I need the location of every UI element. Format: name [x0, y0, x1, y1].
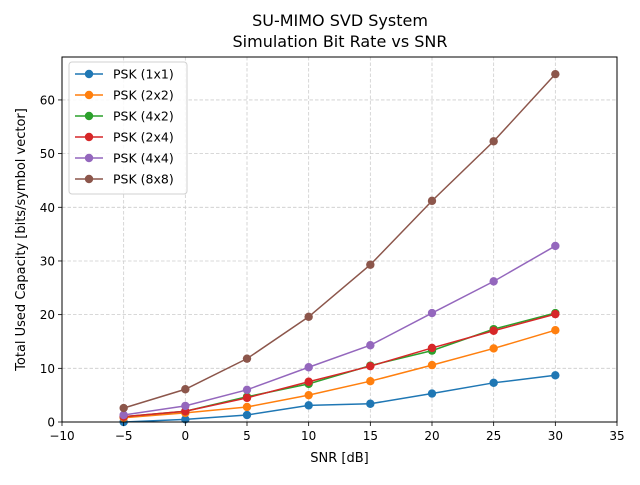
data-point: [427, 196, 437, 206]
data-point: [489, 378, 498, 388]
data-point: [242, 410, 252, 420]
legend-item: PSK (4x2): [75, 109, 174, 124]
data-point: [119, 410, 128, 420]
data-point: [242, 354, 252, 363]
data-point: [242, 402, 252, 412]
y-tick-label: 0: [47, 416, 55, 430]
data-point: [181, 415, 190, 424]
data-point: [427, 360, 437, 370]
data-point: [427, 389, 437, 398]
legend-marker: [84, 111, 94, 121]
x-tick-label: −5: [115, 429, 133, 443]
x-tick-label: 35: [609, 429, 624, 443]
legend-item: PSK (2x4): [75, 130, 174, 145]
series-psk-1x1: [119, 371, 560, 427]
x-tick-label: 15: [363, 429, 378, 443]
x-tick-label: 30: [548, 429, 563, 443]
data-point: [551, 309, 560, 319]
data-point: [427, 308, 437, 318]
y-axis-ticks: 0 10 20 30 40 50 60: [40, 93, 62, 430]
legend-marker: [84, 132, 94, 142]
data-point: [181, 385, 190, 394]
y-tick-label: 60: [40, 93, 55, 107]
x-tick-label: 10: [301, 429, 316, 443]
data-point: [551, 241, 560, 251]
y-tick-label: 10: [40, 362, 55, 376]
x-tick-label: 5: [243, 429, 251, 443]
legend-label: PSK (2x4): [113, 130, 174, 145]
data-series: [119, 69, 560, 427]
data-point: [366, 361, 375, 371]
data-point: [304, 363, 313, 372]
series-line: [123, 313, 556, 418]
y-tick-label: 20: [40, 308, 55, 322]
legend-label: PSK (4x4): [113, 151, 174, 166]
legend-marker: [84, 174, 94, 184]
legend-label: PSK (1x1): [113, 67, 174, 82]
data-point: [366, 399, 375, 408]
x-axis-label: SNR [dB]: [310, 451, 368, 466]
x-tick-label: 25: [486, 429, 501, 443]
y-tick-label: 40: [40, 201, 55, 215]
series-line: [123, 329, 556, 419]
y-tick-label: 50: [40, 147, 55, 161]
legend-item: PSK (4x4): [75, 151, 174, 166]
data-point: [489, 277, 498, 286]
y-axis-label: Total Used Capacity [bits/symbol vector]: [14, 108, 29, 372]
data-point: [551, 326, 560, 335]
legend-item: PSK (1x1): [75, 67, 174, 82]
data-point: [304, 377, 313, 386]
data-point: [366, 341, 375, 350]
data-point: [366, 377, 375, 386]
chart-subtitle: Simulation Bit Rate vs SNR: [233, 32, 448, 51]
x-tick-label: 20: [424, 429, 439, 443]
data-point: [489, 137, 498, 146]
plot-area-frame: [61, 56, 618, 423]
legend-label: PSK (8x8): [113, 172, 174, 187]
legend-marker: [84, 69, 94, 79]
x-tick-label: −10: [49, 429, 74, 443]
data-point: [427, 343, 437, 353]
x-tick-label: 0: [182, 429, 190, 443]
series-line: [123, 374, 556, 423]
y-tick-label: 30: [40, 254, 55, 268]
legend-label: PSK (4x2): [113, 109, 174, 124]
data-point: [304, 390, 313, 400]
data-point: [181, 401, 190, 411]
data-point: [242, 393, 252, 403]
legend-marker: [84, 90, 94, 100]
data-point: [119, 403, 128, 413]
data-point: [551, 371, 560, 380]
series-psk-8x8: [119, 69, 560, 413]
series-line: [123, 245, 556, 416]
data-point: [489, 326, 498, 335]
legend-item: PSK (8x8): [75, 172, 174, 187]
data-point: [366, 260, 375, 269]
data-point: [489, 344, 498, 353]
chart-title: SU-MIMO SVD System: [252, 11, 428, 30]
series-psk-4x4: [119, 241, 560, 420]
series-line: [123, 73, 556, 409]
data-point: [242, 385, 252, 394]
x-axis-ticks: −10 −5 0 5 10 15 20 25 30 35: [49, 422, 625, 443]
data-point: [551, 69, 560, 79]
legend-marker: [84, 153, 94, 163]
legend: PSK (1x1) PSK (2x2) PSK (4x2) PSK (2x4) PSK …: [68, 61, 188, 195]
data-point: [304, 401, 313, 410]
data-point: [304, 312, 313, 321]
legend-label: PSK (2x2): [113, 88, 174, 103]
legend-item: PSK (2x2): [75, 88, 174, 103]
